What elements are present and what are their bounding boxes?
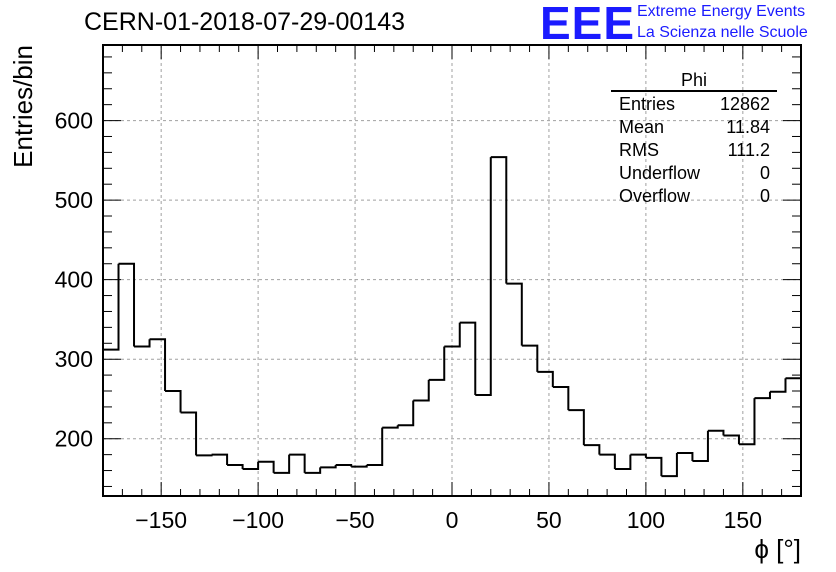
histogram-bin: [118, 262, 136, 347]
histogram-bin: [351, 464, 368, 468]
y-axis-label: Entries/bin: [8, 45, 38, 168]
stats-label: Mean: [619, 117, 664, 137]
y-tick-label: 600: [55, 108, 93, 134]
histogram-bin: [490, 156, 508, 284]
histogram-bin: [552, 386, 570, 411]
histogram-bin: [444, 322, 461, 348]
stats-label: Underflow: [619, 163, 701, 183]
histogram-bin: [149, 338, 167, 392]
histogram-bin: [475, 157, 492, 396]
stats-value: 11.84: [726, 117, 770, 137]
x-tick-label: −100: [232, 507, 284, 533]
logo-tagline-2: La Scienza nelle Scuole: [637, 24, 808, 41]
histogram-bin: [103, 263, 120, 351]
histogram-bin: [676, 452, 694, 462]
histogram-bin: [599, 453, 616, 469]
y-tick-label: 200: [55, 426, 93, 452]
y-tick-label: 400: [55, 267, 93, 293]
stats-value: 111.2: [728, 140, 770, 160]
histogram-bin: [661, 453, 678, 478]
histogram-bin: [335, 463, 353, 467]
histogram-bin: [630, 453, 647, 458]
histogram-layer: [103, 156, 802, 478]
histogram-bin: [645, 456, 663, 477]
histogram-bin: [738, 398, 756, 446]
histogram-bin: [211, 453, 229, 465]
histogram-bin: [397, 400, 415, 427]
stats-value: 0: [760, 163, 770, 183]
chart-title: CERN-01-2018-07-29-00143: [84, 8, 406, 36]
histogram-bin: [273, 454, 291, 474]
stats-label: Entries: [619, 94, 675, 114]
stats-title: Phi: [681, 70, 707, 90]
histogram-bin: [258, 460, 275, 473]
x-tick-label: 0: [446, 507, 459, 533]
histogram-bin: [506, 282, 523, 346]
histogram-bin: [382, 425, 399, 429]
grid-layer: [103, 45, 801, 496]
eee-logo: EEE: [540, 0, 636, 49]
x-tick-label: 100: [627, 507, 665, 533]
logo-tagline-1: Extreme Energy Events: [637, 3, 806, 20]
stats-value: 0: [760, 186, 770, 206]
histogram-bin: [134, 339, 151, 348]
x-tick-label: −150: [135, 507, 187, 533]
histogram-bin: [413, 379, 430, 402]
histogram-bin: [754, 391, 771, 400]
histogram-bin: [304, 467, 322, 474]
stats-value: 12862: [720, 94, 770, 114]
histogram-bin: [320, 464, 337, 469]
stats-box: Phi Entries 12862 Mean 11.84 RMS 111.2 Underflo…: [611, 70, 777, 206]
histogram-bin: [723, 434, 740, 445]
x-axis-label: ϕ [°]: [754, 534, 801, 564]
histogram-bin: [537, 370, 554, 388]
histogram-bin: [707, 429, 725, 436]
y-tick-label: 300: [55, 346, 93, 372]
histogram-bin: [366, 427, 384, 466]
histogram-bin: [583, 444, 601, 455]
histogram-bin: [568, 409, 585, 446]
histogram-bin: [459, 321, 477, 395]
x-tick-label: 150: [724, 507, 762, 533]
histogram-bin: [769, 378, 787, 393]
histogram-bin: [196, 454, 213, 457]
stats-label: Overflow: [619, 186, 691, 206]
axis-layer: −150 −100 −50 0 50 100 150 200 300 400 500 600 ϕ [°]…: [8, 44, 802, 564]
y-tick-label: 500: [55, 187, 93, 213]
histogram-bin: [289, 453, 306, 473]
histogram-bin: [785, 350, 802, 380]
histogram-bin: [692, 430, 709, 463]
histogram-bin: [227, 463, 244, 469]
histogram-bin: [614, 454, 632, 470]
histogram-bin: [165, 390, 182, 413]
histogram-bin: [242, 461, 260, 470]
histogram-bin: [521, 344, 539, 372]
x-tick-label: −50: [336, 507, 375, 533]
x-tick-label: 50: [536, 507, 562, 533]
stats-label: RMS: [619, 140, 659, 160]
histogram-bin: [428, 346, 446, 381]
histogram-bin: [180, 411, 198, 456]
